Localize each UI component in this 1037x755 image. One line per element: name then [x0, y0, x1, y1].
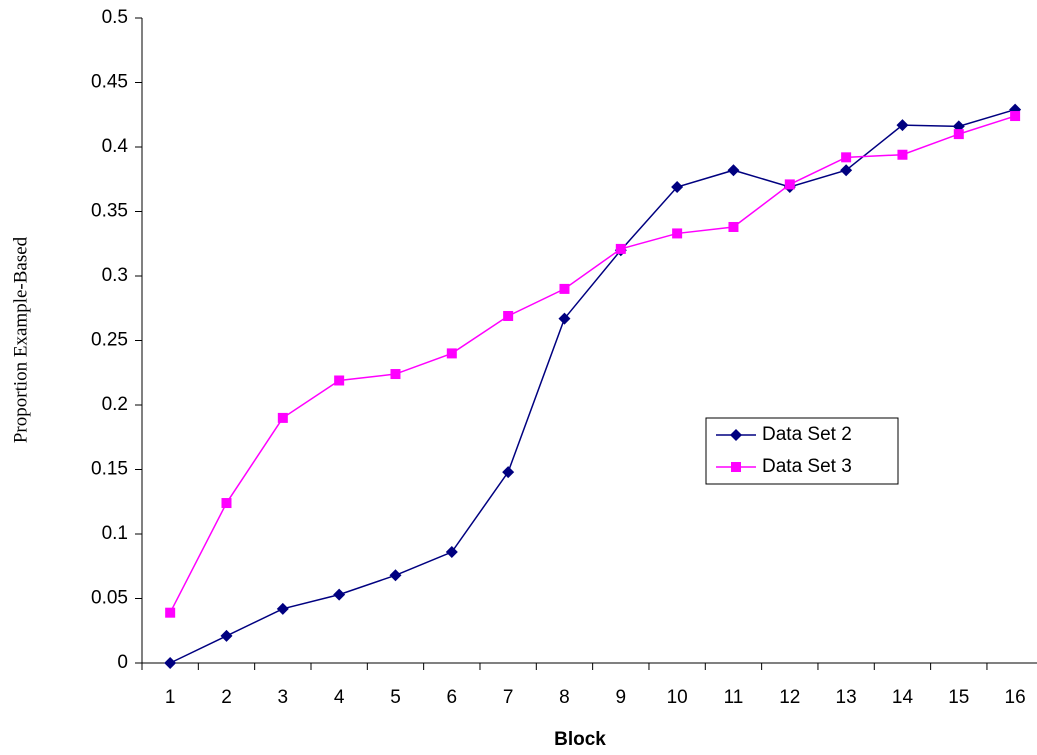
- legend-label: Data Set 3: [762, 456, 852, 477]
- y-axis-label: Proportion Example-Based: [10, 236, 31, 443]
- data-point: [220, 629, 233, 642]
- data-point: [897, 149, 908, 160]
- x-tick-label: 4: [334, 687, 345, 708]
- y-tick-label: 0.45: [91, 72, 128, 93]
- data-point: [390, 369, 401, 380]
- y-tick-label: 0.25: [91, 330, 128, 351]
- data-point: [334, 375, 345, 386]
- legend-label: Data Set 2: [762, 424, 852, 445]
- data-point: [221, 498, 232, 509]
- y-tick-label: 0.5: [102, 7, 128, 28]
- x-tick-label: 15: [948, 687, 969, 708]
- data-point: [558, 312, 571, 325]
- y-tick-label: 0.4: [102, 136, 129, 157]
- x-tick-label: 7: [503, 687, 514, 708]
- data-point: [446, 348, 457, 359]
- legend-marker: [730, 429, 742, 441]
- data-point: [502, 466, 515, 479]
- data-point: [840, 164, 853, 177]
- data-point: [165, 607, 176, 618]
- x-tick-label: 9: [616, 687, 627, 708]
- y-tick-label: 0.2: [102, 394, 128, 415]
- x-tick-label: 5: [390, 687, 401, 708]
- series-line: [169, 108, 1016, 664]
- y-tick-label: 0.05: [91, 588, 128, 609]
- y-tick-label: 0.1: [102, 523, 128, 544]
- y-tick-label: 0.3: [102, 265, 128, 286]
- data-point: [896, 119, 909, 132]
- y-tick-label: 0: [117, 652, 128, 673]
- x-tick-label: 2: [221, 687, 232, 708]
- x-tick-label: 12: [779, 687, 800, 708]
- x-tick-label: 14: [892, 687, 914, 708]
- data-point: [1010, 111, 1021, 122]
- data-point: [503, 310, 514, 321]
- data-point: [277, 412, 288, 423]
- data-point: [445, 546, 458, 559]
- y-tick-label: 0.15: [91, 459, 128, 480]
- x-tick-label: 16: [1005, 687, 1026, 708]
- x-tick-label: 10: [667, 687, 688, 708]
- legend-box: [705, 417, 899, 485]
- x-tick-label: 8: [559, 687, 570, 708]
- legend-marker: [731, 462, 741, 472]
- data-point: [672, 228, 683, 239]
- data-point: [389, 569, 402, 582]
- x-tick-label: 3: [278, 687, 289, 708]
- series-line: [169, 115, 1016, 614]
- x-tick-label: 11: [724, 687, 744, 708]
- x-tick-label: 1: [165, 687, 176, 708]
- data-point: [671, 180, 684, 193]
- x-axis-label: Block: [554, 729, 606, 750]
- data-point: [841, 152, 852, 163]
- x-tick-label: 13: [836, 687, 857, 708]
- data-point: [276, 602, 289, 615]
- data-point: [728, 221, 739, 232]
- data-point: [727, 164, 740, 177]
- data-point: [953, 129, 964, 140]
- y-tick-label: 0.35: [91, 201, 128, 222]
- data-point: [784, 179, 795, 190]
- data-point: [164, 657, 177, 669]
- data-point: [333, 588, 346, 601]
- data-point: [559, 283, 570, 294]
- x-tick-label: 6: [447, 687, 458, 708]
- data-point: [615, 243, 626, 254]
